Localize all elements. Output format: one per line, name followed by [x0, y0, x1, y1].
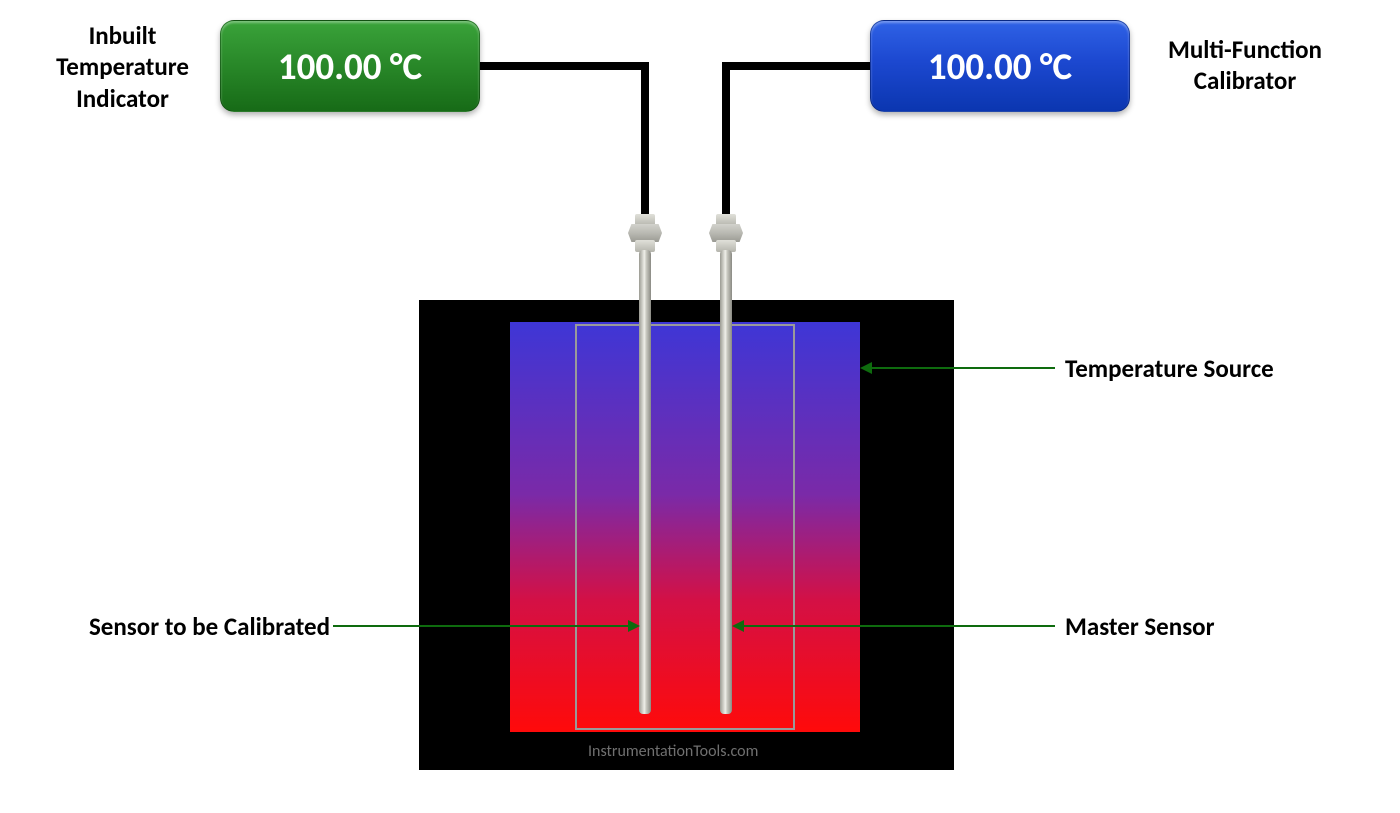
watermark-text: InstrumentationTools.com: [588, 742, 758, 761]
probe-rod: [639, 250, 651, 714]
arrow-head-icon: [628, 620, 640, 632]
arrow-line: [740, 625, 1055, 627]
label-temperature-source: Temperature Source: [1065, 353, 1274, 384]
wire-right-vertical: [722, 62, 730, 220]
label-inbuilt-indicator: Inbuilt Temperature Indicator: [30, 20, 215, 114]
label-sensor-to-calibrate: Sensor to be Calibrated: [35, 611, 330, 642]
label-text: Master Sensor: [1065, 611, 1215, 642]
display-value: 100.00 °C: [278, 44, 422, 89]
label-calibrator: Multi-Function Calibrator: [1140, 34, 1350, 97]
label-text: Sensor to be Calibrated: [89, 611, 330, 642]
arrow-head-icon: [732, 620, 744, 632]
arrow-line: [868, 367, 1055, 369]
label-line: Multi-Function: [1168, 34, 1322, 65]
arrow-line: [333, 625, 632, 627]
inbuilt-indicator-display: 100.00 °C: [220, 20, 480, 112]
probe-rod: [720, 250, 732, 714]
label-master-sensor: Master Sensor: [1065, 611, 1215, 642]
watermark: InstrumentationTools.com: [588, 742, 758, 761]
arrow-head-icon: [860, 362, 872, 374]
label-line: Inbuilt: [89, 20, 157, 51]
label-line: Calibrator: [1194, 65, 1296, 96]
chamber-inner-frame: [575, 324, 795, 730]
wire-right-horizontal: [722, 62, 870, 70]
calibrator-display: 100.00 °C: [870, 20, 1130, 112]
display-value: 100.00 °C: [928, 44, 1072, 89]
wire-left-horizontal: [480, 62, 649, 70]
label-line: Indicator: [76, 83, 169, 114]
wire-left-vertical: [641, 62, 649, 220]
label-text: Temperature Source: [1065, 353, 1274, 384]
label-line: Temperature: [56, 51, 189, 82]
